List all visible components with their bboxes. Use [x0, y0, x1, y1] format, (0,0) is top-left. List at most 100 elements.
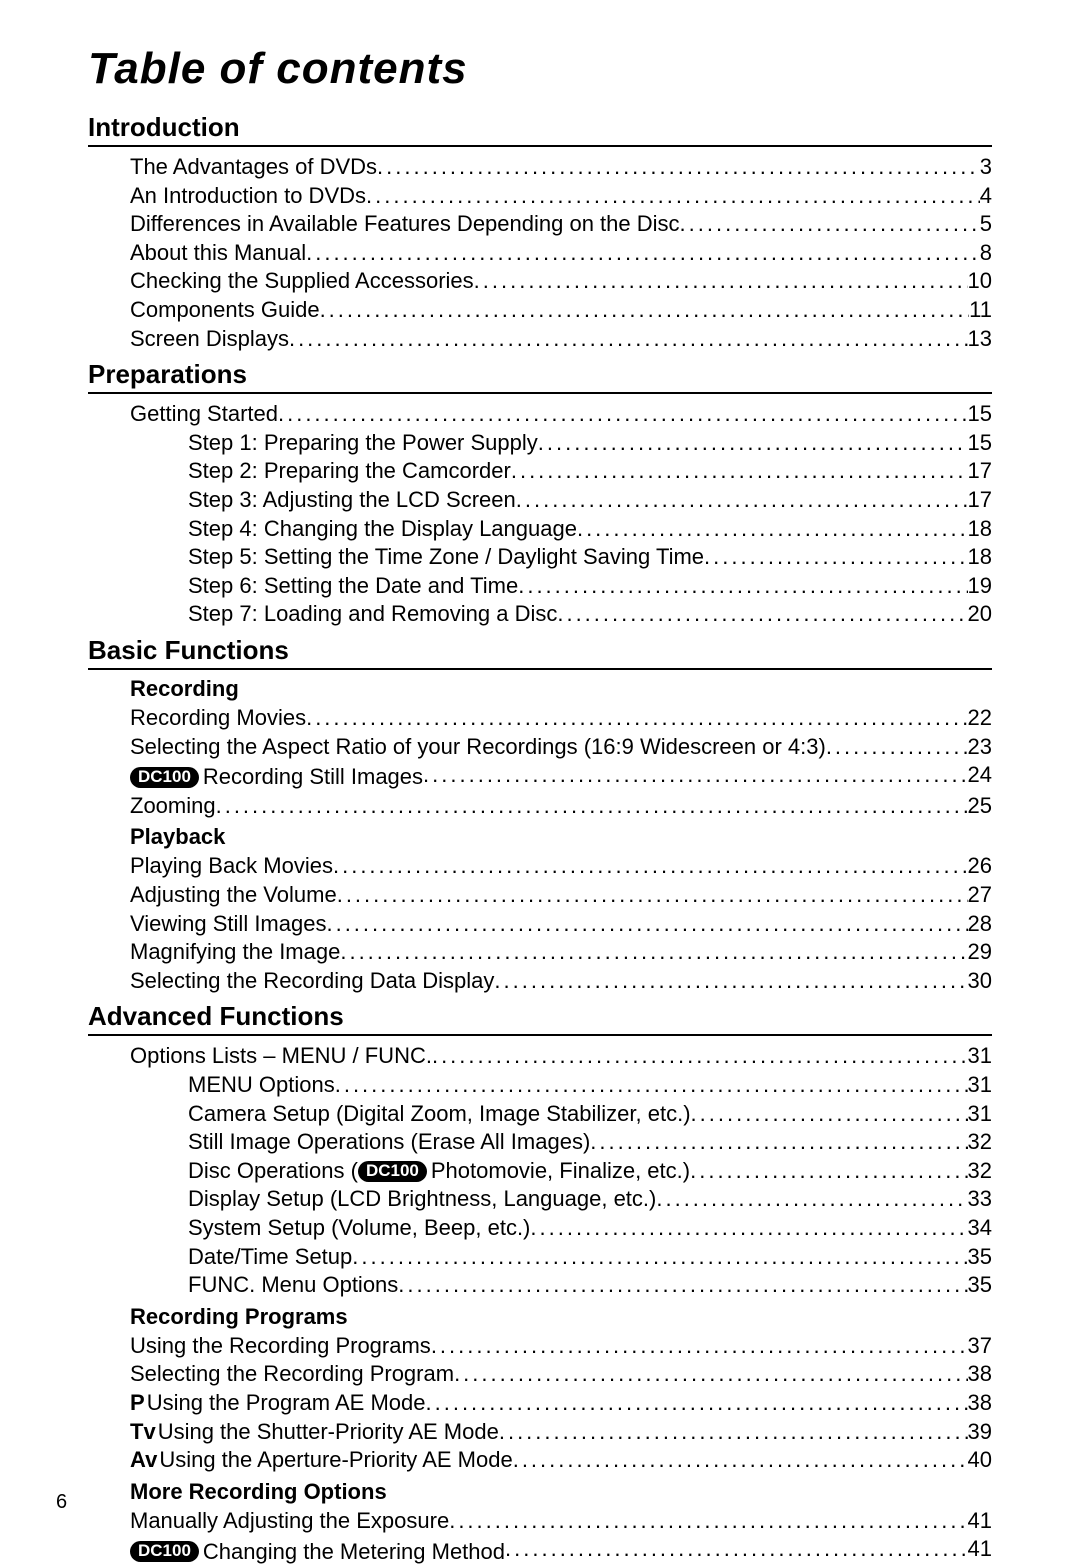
toc-label-text: Recording Movies — [130, 704, 306, 733]
toc-label-text: Changing the Metering Method — [203, 1538, 505, 1566]
toc-label-text: Date/Time Setup — [188, 1243, 352, 1272]
toc-label: FUNC. Menu Options — [188, 1271, 398, 1300]
toc-leader — [530, 1214, 967, 1243]
toc-page: 23 — [968, 733, 992, 762]
toc-entry: Recording Movies 22 — [130, 704, 992, 733]
subheading: More Recording Options — [130, 1479, 992, 1505]
toc-entry: Disc Operations (DC100 Photomovie, Final… — [188, 1157, 992, 1186]
toc-page: 37 — [968, 1332, 992, 1361]
toc-label: Using the Recording Programs — [130, 1332, 431, 1361]
toc-label-text: Selecting the Recording Program — [130, 1360, 454, 1389]
page-number: 6 — [56, 1491, 67, 1514]
toc-entry: Options Lists – MENU / FUNC. 31 — [130, 1042, 992, 1071]
toc-entry: Step 4: Changing the Display Language18 — [188, 515, 992, 544]
dc100-badge: DC100 — [130, 1541, 199, 1562]
toc-entry: DC100 Recording Still Images 24 — [130, 761, 992, 792]
toc-label: Magnifying the Image — [130, 938, 340, 967]
toc-label-text: Camera Setup (Digital Zoom, Image Stabil… — [188, 1100, 691, 1129]
toc-page: 30 — [968, 967, 992, 996]
toc-page: 19 — [968, 572, 992, 601]
toc-page: 17 — [968, 486, 992, 515]
toc-label: Step 6: Setting the Date and Time — [188, 572, 518, 601]
section-heading: Advanced Functions — [88, 1001, 992, 1036]
toc-label: The Advantages of DVDs — [130, 153, 377, 182]
toc-page: 28 — [968, 910, 992, 939]
toc-label-text: Playing Back Movies — [130, 852, 333, 881]
toc-label-text: Recording Still Images — [203, 763, 423, 792]
subheading: Recording — [130, 676, 992, 702]
toc-label: Checking the Supplied Accessories — [130, 267, 474, 296]
toc-page: 33 — [968, 1185, 992, 1214]
toc-entry: Playing Back Movies 26 — [130, 852, 992, 881]
toc-leader — [423, 761, 967, 790]
toc-label-text: Step 4: Changing the Display Language — [188, 515, 577, 544]
toc-entry: Selecting the Recording Program38 — [130, 1360, 992, 1389]
toc-label-text: Zooming — [130, 792, 216, 821]
toc-page: 29 — [968, 938, 992, 967]
toc-label-text: Viewing Still Images — [130, 910, 326, 939]
toc-label-text: Screen Displays — [130, 325, 289, 354]
toc-leader — [426, 1389, 968, 1418]
toc-label-text: Step 7: Loading and Removing a Disc — [188, 600, 557, 629]
toc-entry: The Advantages of DVDs3 — [130, 153, 992, 182]
toc-label-text: Using the Recording Programs — [130, 1332, 431, 1361]
toc-leader — [656, 1185, 967, 1214]
toc-leader — [590, 1128, 967, 1157]
mode-tv-icon: Tv — [130, 1418, 156, 1447]
toc-label: Zooming — [130, 792, 216, 821]
toc-label: DC100 Recording Still Images — [130, 763, 423, 792]
toc-label-text: About this Manual — [130, 239, 306, 268]
toc-page: 15 — [968, 400, 992, 429]
toc-page: 22 — [968, 704, 992, 733]
toc-leader — [513, 1446, 968, 1475]
toc-label: Step 2: Preparing the Camcorder — [188, 457, 511, 486]
toc-page: 31 — [968, 1100, 992, 1129]
toc-label: Options Lists – MENU / FUNC. — [130, 1042, 432, 1071]
toc-leader — [704, 543, 967, 572]
toc-leader — [577, 515, 968, 544]
section-heading: Preparations — [88, 359, 992, 394]
toc-leader — [216, 792, 968, 821]
toc-page: 4 — [980, 182, 992, 211]
toc-page: 40 — [968, 1446, 992, 1475]
toc-label-text: Disc Operations ( — [188, 1157, 358, 1186]
toc-label: Step 5: Setting the Time Zone / Daylight… — [188, 543, 704, 572]
toc-label: Adjusting the Volume — [130, 881, 337, 910]
toc-leader — [352, 1243, 967, 1272]
toc-page: 26 — [968, 852, 992, 881]
toc-label: System Setup (Volume, Beep, etc.) — [188, 1214, 530, 1243]
toc-label: Playing Back Movies — [130, 852, 333, 881]
toc-label: About this Manual — [130, 239, 306, 268]
toc-label: Camera Setup (Digital Zoom, Image Stabil… — [188, 1100, 691, 1129]
toc-page: 8 — [980, 239, 992, 268]
toc-entry: TvUsing the Shutter-Priority AE Mode39 — [130, 1418, 992, 1447]
toc-entry: Step 5: Setting the Time Zone / Daylight… — [188, 543, 992, 572]
toc-leader — [432, 1042, 968, 1071]
page-title: Table of contents — [88, 44, 992, 94]
toc-entry: About this Manual 8 — [130, 239, 992, 268]
toc-page: 31 — [968, 1042, 992, 1071]
toc-label-text: Display Setup (LCD Brightness, Language,… — [188, 1185, 656, 1214]
toc-leader — [518, 572, 967, 601]
toc-page: 24 — [968, 761, 992, 790]
toc-page: 34 — [968, 1214, 992, 1243]
toc-leader — [337, 881, 968, 910]
toc-leader — [680, 210, 980, 239]
toc-entry: Step 2: Preparing the Camcorder17 — [188, 457, 992, 486]
toc-page: 41 — [968, 1507, 992, 1536]
toc-entry: Step 6: Setting the Date and Time 19 — [188, 572, 992, 601]
toc-leader — [690, 1157, 967, 1186]
toc-label-text: System Setup (Volume, Beep, etc.) — [188, 1214, 530, 1243]
toc-entry: Step 7: Loading and Removing a Disc20 — [188, 600, 992, 629]
toc-label-text: Step 2: Preparing the Camcorder — [188, 457, 511, 486]
toc-label: Viewing Still Images — [130, 910, 326, 939]
toc-label: PUsing the Program AE Mode — [130, 1389, 426, 1418]
toc-page: 13 — [968, 325, 992, 354]
toc-label-text: Selecting the Recording Data Display — [130, 967, 494, 996]
toc-label: Selecting the Recording Data Display — [130, 967, 494, 996]
toc-label: Step 4: Changing the Display Language — [188, 515, 577, 544]
toc-label-text: Using the Program AE Mode — [147, 1389, 426, 1418]
toc-label-text: Photomovie, Finalize, etc.) — [431, 1157, 690, 1186]
toc-page: 35 — [968, 1243, 992, 1272]
toc-label-text: Components Guide — [130, 296, 320, 325]
